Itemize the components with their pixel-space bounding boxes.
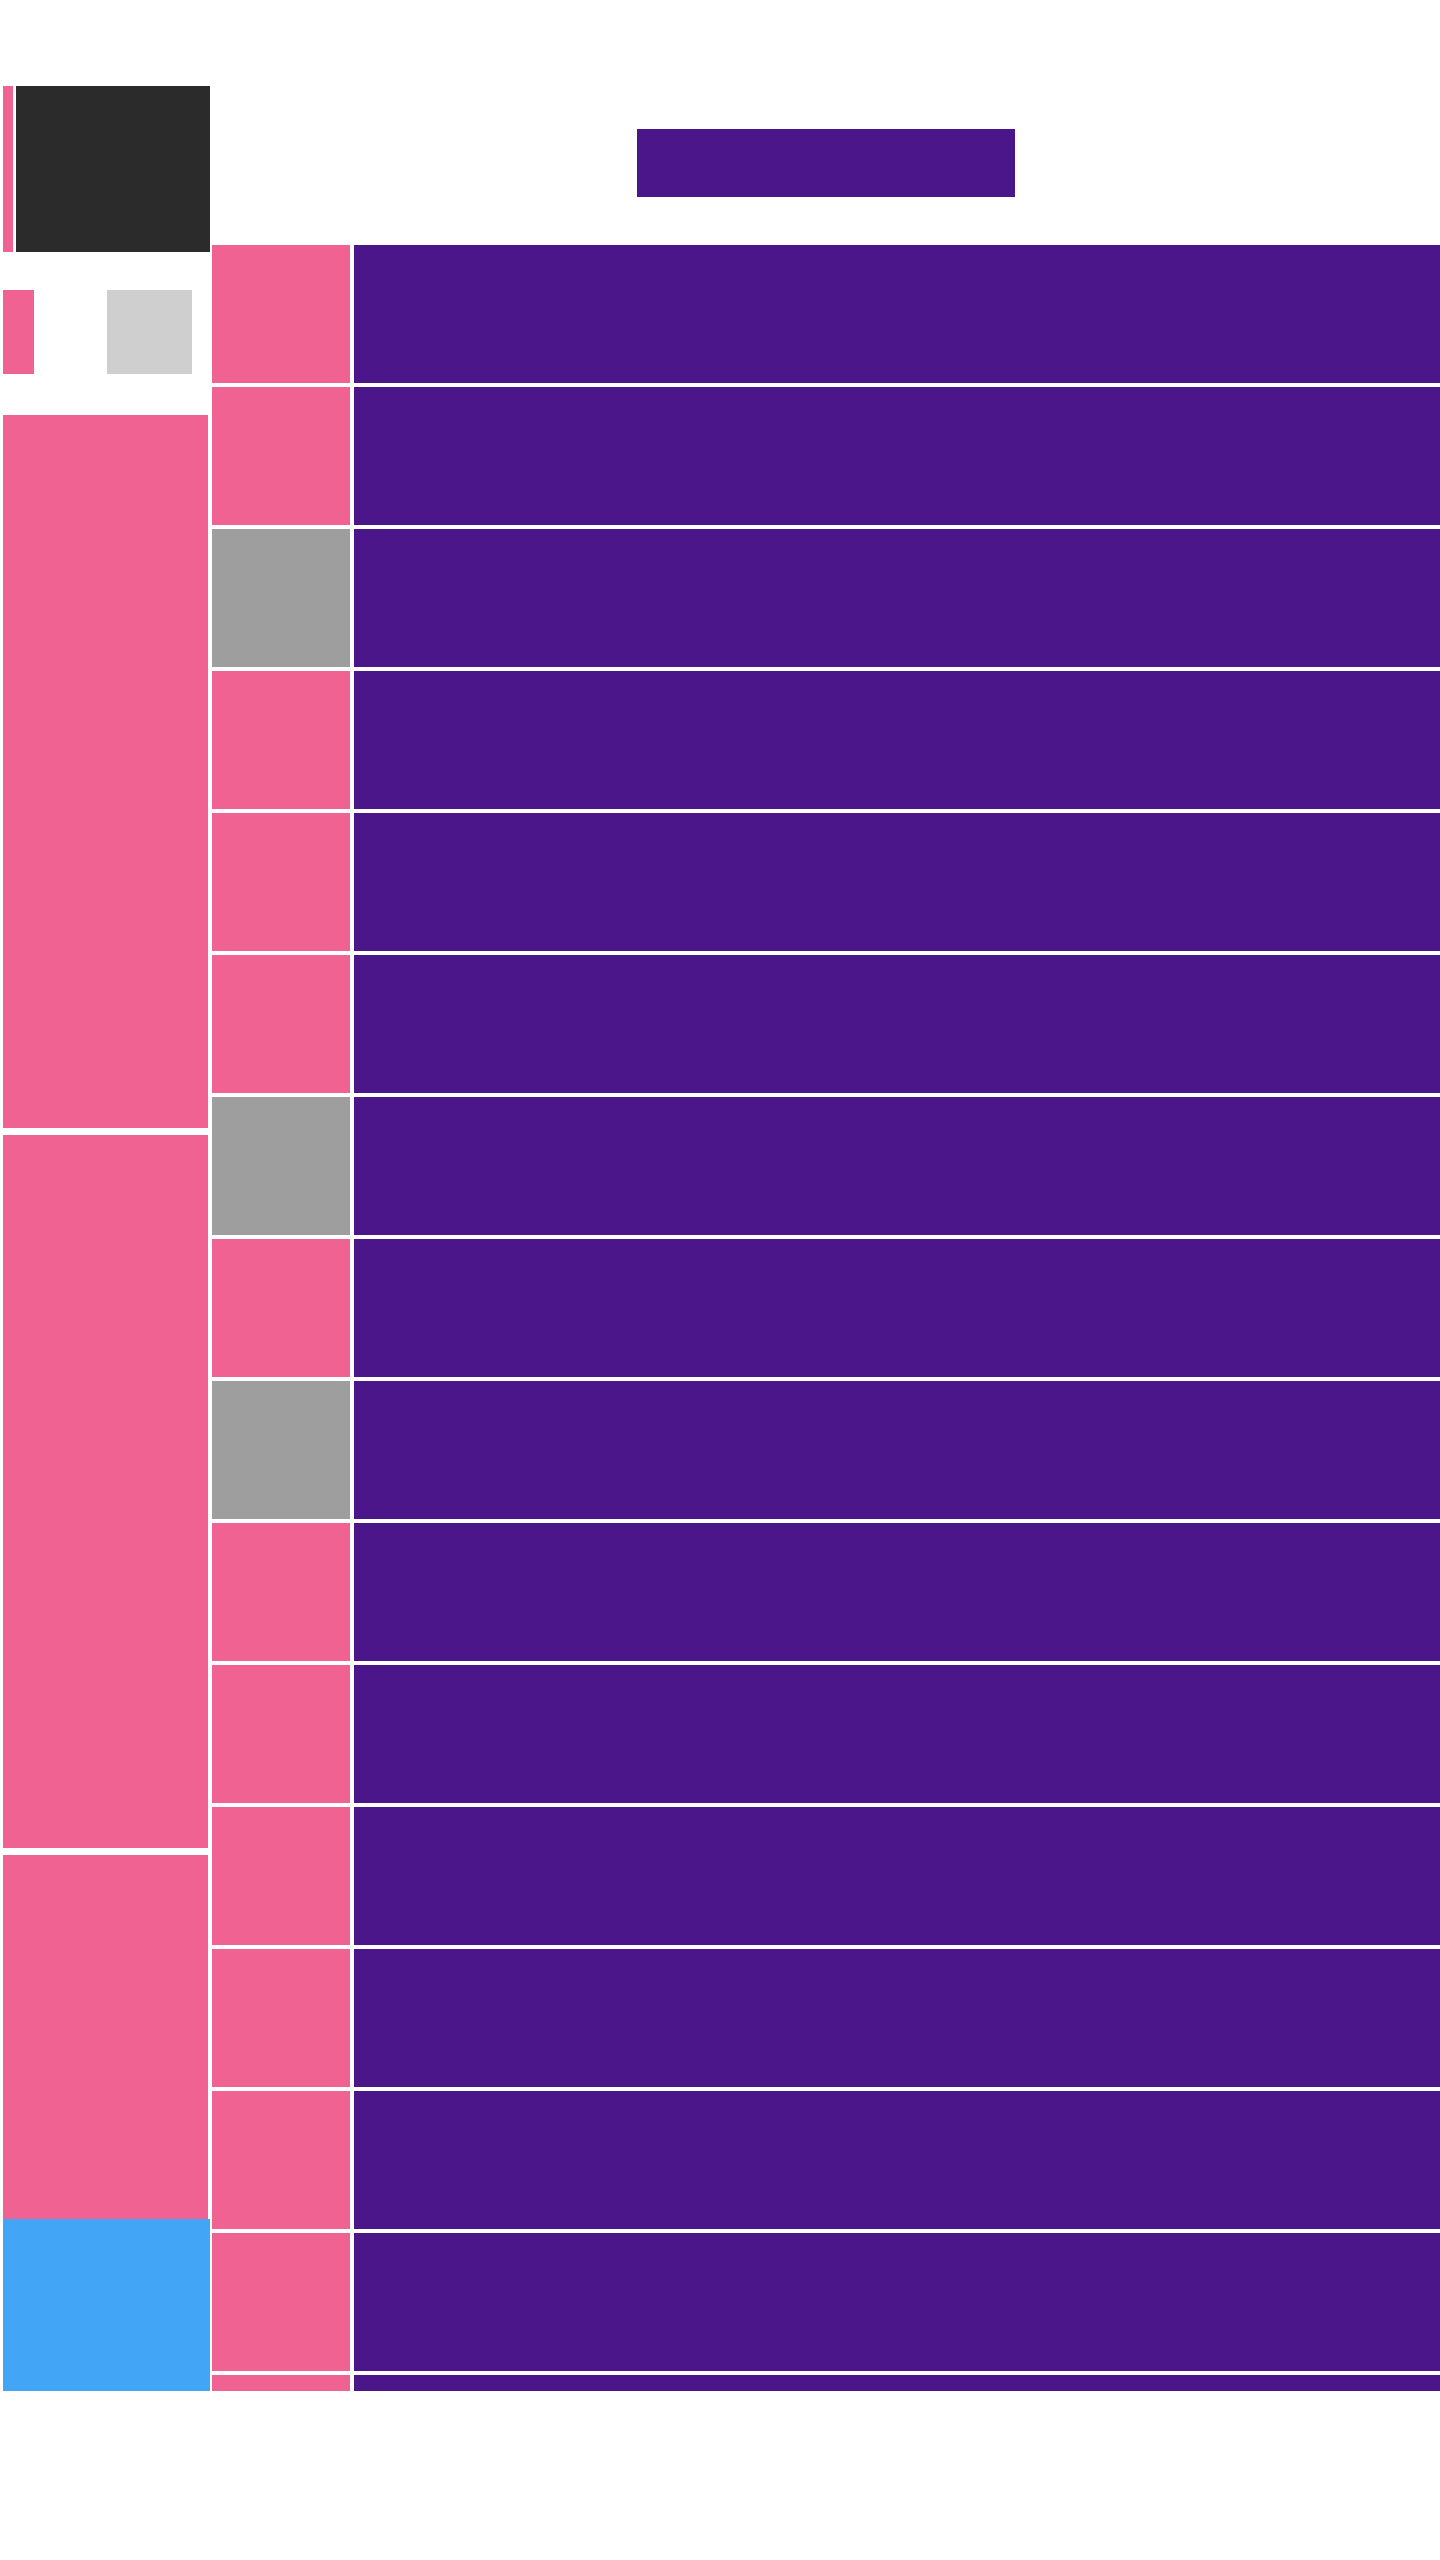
row-thumbnail[interactable] — [212, 1523, 350, 1661]
row-thumbnail[interactable] — [212, 1239, 350, 1377]
row-content[interactable] — [354, 1807, 1440, 1945]
row-content[interactable] — [354, 245, 1440, 383]
content-list — [212, 245, 1440, 2391]
list-row[interactable] — [212, 1097, 1440, 1235]
header-title-block — [637, 129, 1015, 197]
list-row[interactable] — [212, 813, 1440, 951]
row-content[interactable] — [354, 1523, 1440, 1661]
row-content[interactable] — [354, 1381, 1440, 1519]
row-thumbnail[interactable] — [212, 671, 350, 809]
list-row[interactable] — [212, 387, 1440, 525]
row-content[interactable] — [354, 813, 1440, 951]
side-panel-2[interactable] — [3, 1135, 208, 1848]
row-thumbnail[interactable] — [212, 245, 350, 383]
row-thumbnail[interactable] — [212, 2091, 350, 2229]
row-thumbnail[interactable] — [212, 1949, 350, 2087]
row-thumbnail[interactable] — [212, 955, 350, 1093]
row-thumbnail[interactable] — [212, 813, 350, 951]
list-row[interactable] — [212, 2091, 1440, 2229]
row-thumbnail[interactable] — [212, 1807, 350, 1945]
row-content[interactable] — [354, 2091, 1440, 2229]
list-row[interactable] — [212, 955, 1440, 1093]
side-panel-3[interactable] — [3, 1855, 208, 2219]
list-row[interactable] — [212, 529, 1440, 667]
list-row[interactable] — [212, 1949, 1440, 2087]
row-thumbnail[interactable] — [212, 1097, 350, 1235]
row-content[interactable] — [354, 955, 1440, 1093]
list-row[interactable] — [212, 1807, 1440, 1945]
list-row[interactable] — [212, 245, 1440, 383]
row-content[interactable] — [354, 2233, 1440, 2371]
row-content[interactable] — [354, 671, 1440, 809]
row-thumbnail[interactable] — [212, 387, 350, 525]
list-row[interactable] — [212, 1523, 1440, 1661]
list-row[interactable] — [212, 1239, 1440, 1377]
row-content[interactable] — [354, 387, 1440, 525]
row-content[interactable] — [354, 1665, 1440, 1803]
accent-bar — [3, 86, 13, 252]
list-row[interactable] — [212, 2233, 1440, 2371]
row-thumbnail[interactable] — [212, 1665, 350, 1803]
menu-toggle-button[interactable] — [3, 290, 34, 374]
row-content[interactable] — [354, 1949, 1440, 2087]
list-row[interactable] — [212, 1665, 1440, 1803]
list-row[interactable] — [212, 2375, 1440, 2391]
row-content[interactable] — [354, 1239, 1440, 1377]
logo-block[interactable] — [16, 86, 210, 252]
side-panel-blue[interactable] — [3, 2219, 210, 2391]
row-thumbnail[interactable] — [212, 2375, 350, 2391]
row-thumbnail[interactable] — [212, 529, 350, 667]
list-row[interactable] — [212, 671, 1440, 809]
row-thumbnail[interactable] — [212, 1381, 350, 1519]
row-content[interactable] — [354, 2375, 1440, 2391]
list-row[interactable] — [212, 1381, 1440, 1519]
row-thumbnail[interactable] — [212, 2233, 350, 2371]
row-content[interactable] — [354, 1097, 1440, 1235]
secondary-button[interactable] — [107, 290, 192, 374]
side-panel-1[interactable] — [3, 415, 208, 1128]
row-content[interactable] — [354, 529, 1440, 667]
